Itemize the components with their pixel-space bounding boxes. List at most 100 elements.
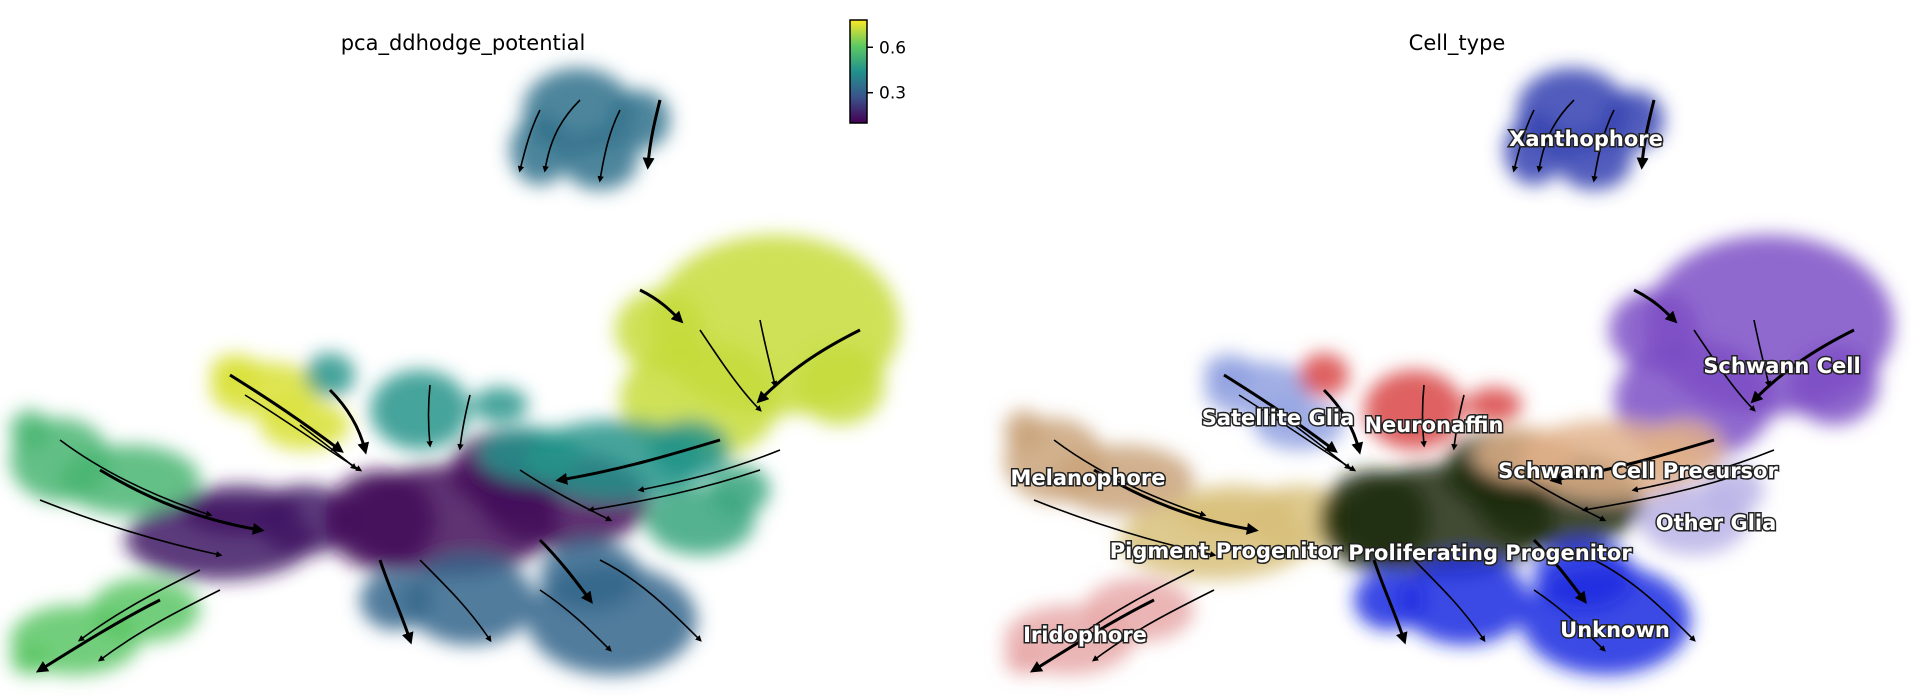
cluster-blob-melanophore [1004, 410, 1044, 450]
streamline [637, 449, 781, 493]
streamline [1631, 449, 1775, 493]
panel-title-celltype: Cell_type [1409, 31, 1506, 56]
streamline [542, 99, 581, 173]
streamline [35, 598, 161, 673]
streamline [1071, 569, 1195, 642]
streamline [1372, 559, 1408, 645]
cluster-blob-xanthophore [1504, 115, 1564, 185]
cluster-blob-pigment-progenitor [180, 485, 300, 535]
streamline [1091, 589, 1215, 662]
celltype-label-other-glia: Other Glia [1656, 511, 1777, 535]
streamline [699, 329, 762, 412]
cluster-blob-neuronaffin [1299, 353, 1349, 397]
streamline [229, 373, 344, 453]
streamline [39, 499, 223, 558]
velocity-streamlines-right [1029, 99, 1855, 673]
streamline [59, 439, 213, 517]
cluster-blob-neuronaffin [1466, 387, 1522, 423]
streamline [1053, 439, 1207, 517]
panel-potential: pca_ddhodge_potential 0.6 0.3 [10, 19, 906, 675]
cluster-blob-neuronaffin [1364, 370, 1464, 450]
streamline [77, 569, 201, 642]
cluster-blob-neuronaffin [472, 387, 528, 423]
streamline [1451, 394, 1465, 451]
streamline [1753, 319, 1772, 388]
streamline [1511, 109, 1535, 173]
cluster-blob-xanthophore [510, 115, 570, 185]
panel-celltype: Cell_type Xanthophore Schwann Cell Satelli… [1004, 31, 1894, 675]
cluster-blob-proliferating-progenitor [1319, 470, 1429, 570]
cluster-blob-xanthophore [562, 130, 638, 190]
streamline [1549, 438, 1715, 485]
cluster-blob-satellite-glia [210, 354, 260, 390]
streamline [1223, 373, 1338, 453]
colorbar: 0.6 0.3 [849, 19, 906, 124]
celltype-label-schwann-cell-precursor: Schwann Cell Precursor [1498, 459, 1778, 483]
colorbar-tick-label: 0.6 [879, 38, 906, 58]
streamline [555, 438, 721, 485]
cluster-blob-iridophore [90, 578, 200, 642]
cluster-blob-schwann-cell [1609, 290, 1699, 370]
cluster-blob-neuronaffin [370, 370, 470, 450]
cluster-blob-melanophore [10, 410, 50, 450]
potential-blobs [10, 68, 900, 675]
celltype-label-xanthophore: Xanthophore [1509, 127, 1663, 151]
cluster-blob-schwann-cell-precursor [1474, 427, 1574, 483]
streamline [1293, 424, 1351, 470]
streamline [99, 468, 265, 535]
celltype-label-proliferating-progenitor: Proliferating Progenitor [1348, 541, 1632, 565]
streamline [639, 288, 684, 324]
celltype-blobs [1004, 68, 1894, 675]
cluster-blob-unknown [540, 540, 640, 610]
streamline [426, 384, 433, 448]
cluster-blob-xanthophore [1604, 90, 1664, 150]
streamline [1693, 329, 1756, 412]
streamline [756, 328, 861, 404]
cluster-blob-xanthophore [1556, 130, 1632, 190]
streamline [97, 589, 221, 662]
cluster-blob-neuronaffin [305, 353, 355, 397]
colorbar-gradient [849, 19, 868, 124]
streamline [328, 388, 370, 455]
streamline [517, 109, 541, 173]
streamline [587, 469, 761, 513]
celltype-label-unknown: Unknown [1560, 618, 1670, 642]
cluster-blob-other-glia [710, 465, 770, 515]
panel-title-potential: pca_ddhodge_potential [341, 31, 586, 56]
celltype-label-pigment-progenitor: Pigment Progenitor [1110, 539, 1343, 563]
celltype-label-iridophore: Iridophore [1023, 623, 1147, 647]
cluster-blob-unknown [1534, 540, 1634, 610]
cluster-blob-iridophore [1004, 645, 1044, 675]
streamline [539, 589, 612, 652]
streamline [1750, 328, 1855, 404]
velocity-streamlines-left [35, 99, 861, 673]
streamline [1413, 559, 1486, 643]
streamline [1591, 109, 1615, 183]
cluster-blob-satellite-glia [1204, 354, 1254, 390]
celltype-label-satellite-glia: Satellite Glia [1202, 406, 1355, 430]
cluster-blob-iridophore [10, 645, 50, 675]
celltype-label-neuronaffin: Neuronaffin [1364, 413, 1503, 437]
cluster-blob-proliferating-progenitor [325, 470, 435, 570]
streamline [1093, 468, 1259, 535]
streamline [519, 469, 613, 522]
streamline [1581, 469, 1755, 513]
colorbar-ticks: 0.6 0.3 [867, 38, 906, 104]
celltype-label-melanophore: Melanophore [1011, 466, 1166, 490]
cluster-blob-pigment-progenitor [1174, 485, 1294, 535]
streamline [1593, 559, 1696, 642]
streamline [642, 99, 662, 170]
streamline [1636, 99, 1656, 170]
streamline [599, 559, 702, 642]
streamline [419, 559, 492, 643]
cluster-blob-xanthophore [610, 90, 670, 150]
streamline [759, 319, 778, 388]
streamline [1029, 598, 1155, 673]
streamline [1513, 469, 1607, 522]
colorbar-tick-label: 0.3 [879, 84, 906, 104]
celltype-label-schwann-cell: Schwann Cell [1703, 354, 1860, 378]
cluster-blob-schwann-cell [1789, 345, 1879, 425]
streamline [299, 424, 357, 470]
streamline [1536, 99, 1575, 173]
